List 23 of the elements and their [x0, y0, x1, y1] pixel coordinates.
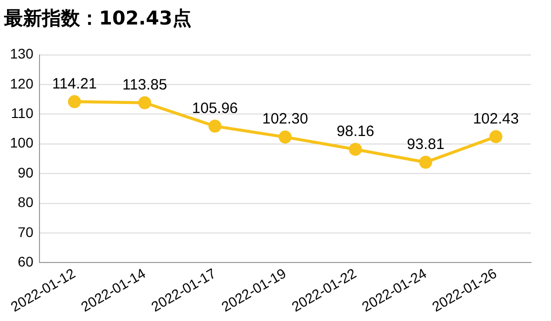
y-tick-label: 110 [11, 105, 34, 122]
chart-title: 最新指数：102.43点 [3, 7, 192, 30]
y-tick-label: 130 [10, 46, 34, 62]
data-label: 93.81 [406, 136, 444, 153]
point [68, 95, 81, 108]
data-label: 113.85 [122, 76, 168, 94]
point [208, 120, 222, 133]
data-label: 98.16 [336, 122, 374, 140]
data-label: 114.21 [52, 75, 97, 92]
y-tick-label: 80 [18, 194, 34, 210]
point [419, 156, 432, 169]
data-label: 105.96 [192, 100, 238, 117]
data-label: 102.30 [262, 110, 308, 128]
y-tick-label: 100 [10, 134, 34, 151]
data-label: 102.43 [472, 110, 519, 128]
y-tick-label: 90 [18, 164, 34, 180]
y-tick-label: 120 [10, 75, 34, 92]
point [278, 130, 292, 144]
point [348, 142, 362, 156]
point [138, 96, 152, 110]
point [489, 130, 502, 144]
y-tick-label: 60 [18, 254, 34, 270]
y-tick-label: 70 [18, 224, 34, 240]
